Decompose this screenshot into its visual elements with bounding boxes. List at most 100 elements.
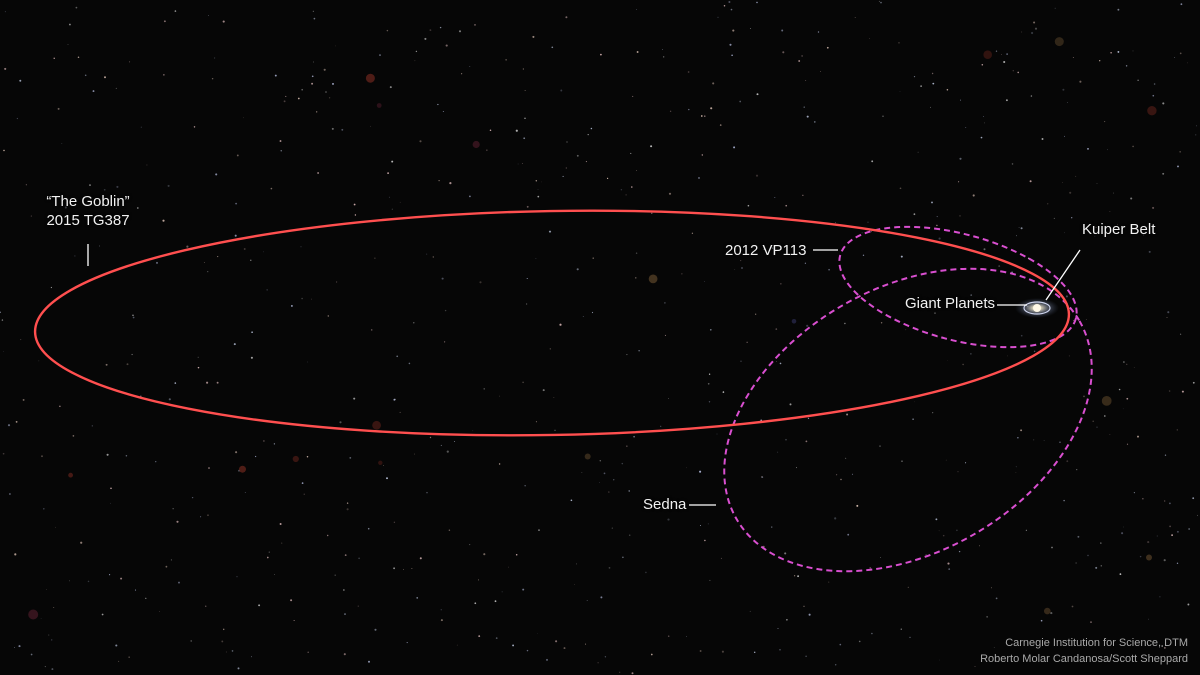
star	[1179, 52, 1182, 55]
star	[761, 476, 763, 478]
star	[651, 212, 653, 214]
goblin-label: “The Goblin” 2015 TG387	[38, 192, 138, 230]
star	[912, 418, 914, 421]
star	[563, 647, 566, 650]
star	[606, 177, 609, 180]
star	[562, 175, 564, 177]
star	[483, 553, 486, 556]
star	[334, 574, 336, 576]
star	[626, 445, 628, 447]
star	[796, 467, 797, 469]
star	[312, 10, 314, 12]
star	[370, 125, 371, 127]
star	[1123, 526, 1124, 528]
star	[585, 161, 587, 163]
star	[1087, 148, 1089, 150]
star	[862, 254, 865, 256]
star	[207, 514, 209, 516]
star	[747, 204, 750, 207]
star	[311, 75, 314, 78]
star	[983, 248, 986, 251]
star	[68, 580, 71, 582]
star	[804, 262, 807, 264]
star	[948, 568, 951, 570]
star	[1043, 440, 1045, 441]
star	[217, 256, 219, 258]
star	[1179, 151, 1181, 153]
star	[132, 314, 134, 317]
star	[1192, 381, 1195, 384]
star	[523, 137, 526, 140]
star	[984, 122, 985, 124]
star	[353, 203, 356, 206]
star	[206, 381, 209, 384]
star	[72, 435, 75, 437]
star	[650, 653, 653, 656]
star	[22, 398, 25, 401]
star	[730, 8, 733, 11]
star	[1087, 554, 1089, 557]
image-credit: Carnegie Institution for Science, DTM Ro…	[980, 635, 1188, 667]
star	[668, 192, 672, 195]
star	[391, 160, 394, 163]
star	[1156, 535, 1158, 537]
star	[222, 628, 225, 631]
star	[917, 151, 919, 153]
star	[1176, 429, 1178, 431]
star	[983, 116, 985, 118]
star	[650, 145, 653, 148]
star	[1090, 621, 1092, 623]
star	[344, 613, 346, 616]
star	[756, 1, 758, 4]
star	[1192, 497, 1195, 500]
kuiper-belt-label: Kuiper Belt	[1082, 221, 1156, 238]
goblin-orbit	[33, 209, 1071, 437]
star	[560, 89, 563, 92]
star	[1164, 500, 1166, 502]
star	[225, 651, 227, 653]
star	[77, 56, 80, 58]
star	[920, 85, 922, 87]
star	[207, 15, 209, 17]
credit-line-2: Roberto Molar Candanosa/Scott Sheppard	[980, 653, 1188, 665]
vp113-orbit	[838, 225, 1078, 349]
star	[235, 202, 238, 205]
star	[701, 154, 703, 156]
star	[779, 648, 781, 651]
star	[396, 355, 399, 358]
star	[1162, 172, 1165, 175]
star	[505, 59, 507, 61]
star	[700, 525, 701, 526]
star	[535, 421, 537, 423]
star	[1025, 529, 1027, 531]
star	[172, 508, 174, 510]
star	[1169, 525, 1172, 528]
star	[357, 605, 359, 607]
star	[263, 251, 265, 253]
star	[907, 586, 909, 588]
star	[439, 26, 442, 29]
star	[532, 35, 535, 38]
star	[498, 463, 501, 465]
star	[403, 569, 405, 570]
star	[1040, 619, 1043, 622]
star	[303, 493, 305, 495]
star	[4, 67, 7, 70]
star	[851, 473, 854, 475]
solar-system	[1015, 298, 1059, 318]
star	[258, 604, 261, 607]
star	[132, 316, 135, 319]
star	[549, 348, 551, 350]
star	[599, 460, 602, 462]
star	[472, 430, 474, 432]
star	[636, 9, 637, 10]
star	[600, 596, 603, 599]
star	[203, 262, 205, 263]
star	[604, 656, 607, 658]
star	[625, 194, 627, 196]
star	[806, 324, 809, 327]
star	[782, 51, 785, 54]
star	[53, 607, 55, 608]
star	[273, 443, 276, 445]
star	[429, 436, 432, 439]
